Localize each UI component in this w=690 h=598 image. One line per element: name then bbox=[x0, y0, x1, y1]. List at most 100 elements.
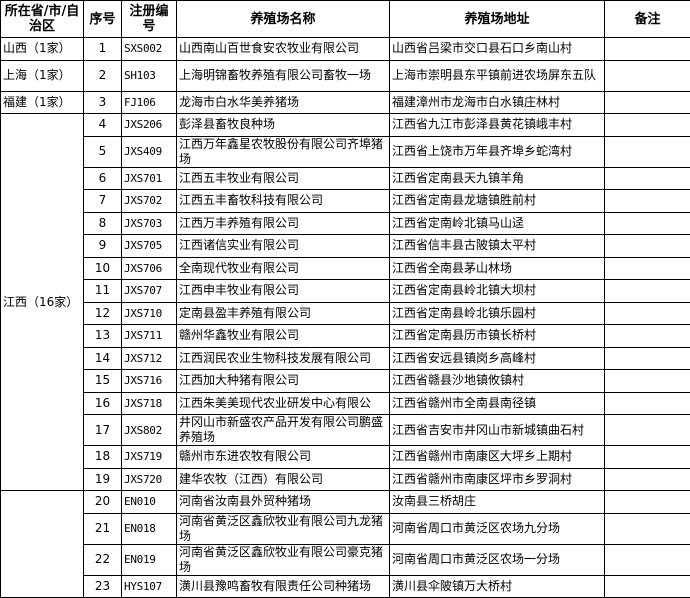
region-cell: 上海（1家） bbox=[1, 60, 84, 91]
note-cell bbox=[605, 114, 690, 137]
farm-address-cell: 江西省吉安市井冈山市新城镇曲石村 bbox=[390, 415, 605, 446]
farm-address-cell: 江西省赣州市南康区大坪乡上期村 bbox=[390, 446, 605, 469]
note-cell bbox=[605, 513, 690, 544]
serial-cell: 12 bbox=[84, 302, 122, 325]
region-cell: 福建（1家） bbox=[1, 91, 84, 114]
serial-cell: 23 bbox=[84, 575, 122, 598]
farm-name-cell: 江西朱美美现代农业研发中心有限公 bbox=[177, 392, 390, 415]
note-cell bbox=[605, 235, 690, 258]
reg-code-cell: JXS711 bbox=[122, 325, 177, 348]
reg-code-cell: SXS002 bbox=[122, 38, 177, 61]
farm-name-cell: 河南省汝南县外贸种猪场 bbox=[177, 491, 390, 514]
note-cell bbox=[605, 575, 690, 598]
farm-name-cell: 上海明锦畜牧养殖有限公司畜牧一场 bbox=[177, 60, 390, 91]
note-cell bbox=[605, 38, 690, 61]
farm-address-cell: 江西省定南县龙塘镇胜前村 bbox=[390, 190, 605, 213]
farm-address-cell: 江西省定南县岭北镇大坝村 bbox=[390, 280, 605, 303]
farm-address-cell: 江西省定南县岭北镇乐园村 bbox=[390, 302, 605, 325]
farm-address-cell: 江西省信丰县古陂镇太平村 bbox=[390, 235, 605, 258]
reg-code-cell: JXS712 bbox=[122, 347, 177, 370]
farm-name-cell: 江西诸信实业有限公司 bbox=[177, 235, 390, 258]
farm-name-cell: 江西五丰牧业有限公司 bbox=[177, 167, 390, 190]
farm-address-cell: 上海市崇明县东平镇前进农场屏东五队 bbox=[390, 60, 605, 91]
farm-address-cell: 江西省定南县历市镇长桥村 bbox=[390, 325, 605, 348]
farm-name-cell: 江西加大种猪有限公司 bbox=[177, 370, 390, 393]
note-cell bbox=[605, 325, 690, 348]
farm-name-cell: 江西润民农业生物科技发展有限公司 bbox=[177, 347, 390, 370]
farm-address-cell: 江西省赣州市南康区坪市乡罗洞村 bbox=[390, 468, 605, 491]
note-cell bbox=[605, 370, 690, 393]
reg-code-cell: JXS701 bbox=[122, 167, 177, 190]
note-cell bbox=[605, 280, 690, 303]
note-cell bbox=[605, 392, 690, 415]
note-cell bbox=[605, 167, 690, 190]
note-cell bbox=[605, 212, 690, 235]
farm-address-cell: 江西省安远县镇岗乡高峰村 bbox=[390, 347, 605, 370]
reg-code-cell: JXS802 bbox=[122, 415, 177, 446]
serial-cell: 13 bbox=[84, 325, 122, 348]
farm-name-cell: 江西五丰畜牧科技有限公司 bbox=[177, 190, 390, 213]
farm-name-cell: 河南省黄泛区鑫欣牧业有限公司九龙猪场 bbox=[177, 513, 390, 544]
region-cell: 江西（16家） bbox=[1, 114, 84, 491]
serial-cell: 3 bbox=[84, 91, 122, 114]
reg-code-cell: EN010 bbox=[122, 491, 177, 514]
farm-address-cell: 江西省赣州市全南县南径镇 bbox=[390, 392, 605, 415]
serial-cell: 4 bbox=[84, 114, 122, 137]
reg-code-cell: HYS107 bbox=[122, 575, 177, 598]
reg-code-cell: JXS718 bbox=[122, 392, 177, 415]
note-cell bbox=[605, 257, 690, 280]
farm-name-cell: 全南现代牧业有限公司 bbox=[177, 257, 390, 280]
farm-address-cell: 江西省上饶市万年县齐埠乡蛇湾村 bbox=[390, 136, 605, 167]
serial-cell: 17 bbox=[84, 415, 122, 446]
reg-code-cell: FJ106 bbox=[122, 91, 177, 114]
farm-name-cell: 山西南山百世食安农牧业有限公司 bbox=[177, 38, 390, 61]
header-farm-name: 养殖场名称 bbox=[177, 1, 390, 38]
reg-code-cell: JXS702 bbox=[122, 190, 177, 213]
region-cell bbox=[1, 491, 84, 598]
farm-address-cell: 江西省赣县沙地镇攸镇村 bbox=[390, 370, 605, 393]
note-cell bbox=[605, 446, 690, 469]
serial-cell: 22 bbox=[84, 544, 122, 575]
farm-name-cell: 井冈山市新盛农产品开发有限公司鹏盛养殖场 bbox=[177, 415, 390, 446]
note-cell bbox=[605, 468, 690, 491]
farm-name-cell: 潢川县豫鸣畜牧有限责任公司种猪场 bbox=[177, 575, 390, 598]
note-cell bbox=[605, 302, 690, 325]
note-cell bbox=[605, 190, 690, 213]
farm-address-cell: 汝南县三桥胡庄 bbox=[390, 491, 605, 514]
farm-address-cell: 江西省全南县茅山林场 bbox=[390, 257, 605, 280]
serial-cell: 2 bbox=[84, 60, 122, 91]
serial-cell: 19 bbox=[84, 468, 122, 491]
farm-name-cell: 彭泽县畜牧良种场 bbox=[177, 114, 390, 137]
farm-name-cell: 赣州市东进农牧有限公司 bbox=[177, 446, 390, 469]
reg-code-cell: JXS706 bbox=[122, 257, 177, 280]
region-cell: 山西（1家） bbox=[1, 38, 84, 61]
header-region: 所在省/市/自治区 bbox=[1, 1, 84, 38]
farm-name-cell: 江西万年鑫星农牧股份有限公司齐埠猪场 bbox=[177, 136, 390, 167]
farm-address-cell: 江西省定南岭北镇马山迳 bbox=[390, 212, 605, 235]
note-cell bbox=[605, 60, 690, 91]
reg-code-cell: JXS206 bbox=[122, 114, 177, 137]
header-farm-address: 养殖场地址 bbox=[390, 1, 605, 38]
reg-code-cell: JXS720 bbox=[122, 468, 177, 491]
farm-name-cell: 赣州华鑫牧业有限公司 bbox=[177, 325, 390, 348]
farm-address-cell: 福建漳州市龙海市白水镇庄林村 bbox=[390, 91, 605, 114]
reg-code-cell: JXS710 bbox=[122, 302, 177, 325]
serial-cell: 5 bbox=[84, 136, 122, 167]
reg-code-cell: EN018 bbox=[122, 513, 177, 544]
